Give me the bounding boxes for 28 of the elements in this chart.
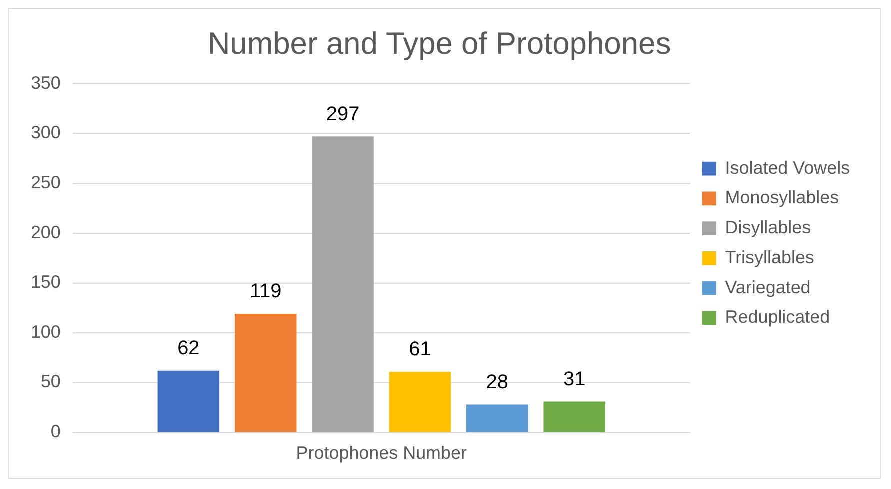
bar	[466, 404, 528, 432]
y-tick-label: 250	[30, 172, 61, 192]
legend-label: Variegated	[725, 277, 811, 298]
data-label: 28	[486, 371, 508, 394]
bar	[544, 402, 606, 432]
y-tick-label: 300	[30, 122, 61, 143]
bar	[234, 314, 297, 432]
data-label: 31	[563, 368, 586, 390]
data-label: 61	[409, 338, 432, 360]
legend-label: Isolated Vowels	[725, 158, 850, 178]
bar	[312, 136, 374, 432]
data-label: 119	[250, 280, 282, 303]
y-tick-label: 150	[30, 272, 61, 292]
y-tick-label: 0	[50, 422, 61, 442]
data-label: 297	[326, 103, 360, 126]
y-tick-label: 50	[40, 372, 61, 392]
y-tick-label: 350	[30, 72, 61, 93]
bar	[389, 372, 452, 432]
legend-label: Disyllables	[725, 218, 812, 238]
legend-label: Trisyllables	[725, 247, 814, 268]
y-tick-label: 200	[30, 222, 61, 242]
chart-title: Number and Type of Protophones	[208, 26, 672, 61]
legend-label: Monosyllables	[725, 188, 840, 208]
legend-label: Reduplicated	[725, 307, 830, 328]
bar	[158, 370, 220, 432]
x-tick-label: Protophones Number	[296, 443, 467, 464]
data-label: 62	[178, 337, 200, 360]
y-tick-label: 100	[30, 322, 61, 342]
